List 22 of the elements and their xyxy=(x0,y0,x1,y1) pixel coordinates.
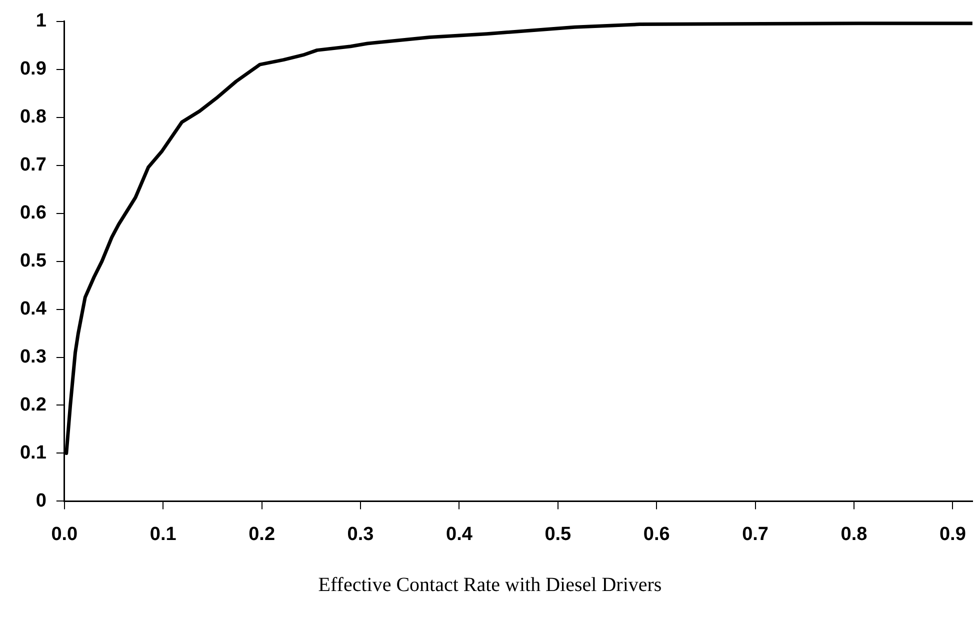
x-tick-label: 0.2 xyxy=(248,524,276,545)
x-tick-label: 0.1 xyxy=(150,524,177,545)
y-tick-label: 0 xyxy=(36,490,46,512)
x-tick-label: 0.0 xyxy=(51,524,78,545)
y-tick-label: 0.7 xyxy=(20,154,46,176)
y-tick-label: 0.5 xyxy=(20,250,47,272)
x-tick-label: 0.8 xyxy=(840,524,868,545)
y-tick-label: 1 xyxy=(36,10,47,32)
y-tick-label: 0.2 xyxy=(20,394,46,416)
y-tick-label: 0.3 xyxy=(20,346,46,368)
x-tick-label: 0.9 xyxy=(939,524,966,545)
y-tick-label: 0.9 xyxy=(20,58,46,80)
y-tick-label: 0.1 xyxy=(20,442,47,464)
y-tick-label: 0.6 xyxy=(20,202,46,224)
x-axis-title: Effective Contact Rate with Diesel Drivers xyxy=(317,574,663,597)
x-tick-label: 0.3 xyxy=(347,524,374,545)
x-tick-label: 0.7 xyxy=(742,524,768,545)
x-tick-label: 0.4 xyxy=(446,524,473,545)
x-tick-label: 0.5 xyxy=(544,524,572,545)
y-tick-label: 0.4 xyxy=(20,298,47,320)
y-tick-label: 0.8 xyxy=(20,106,46,128)
x-tick-label: 0.6 xyxy=(643,524,670,545)
